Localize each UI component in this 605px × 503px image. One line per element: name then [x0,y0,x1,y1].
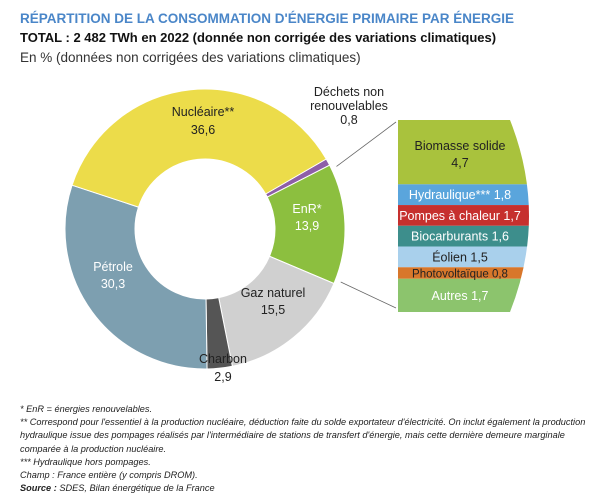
slice-label-2: Gaz naturel [241,286,306,300]
slice-value-0: 0,8 [340,113,357,127]
slice-value-2: 15,5 [261,303,285,317]
breakdown-label-2: Pompes à chaleur 1,7 [399,209,521,223]
slice-label-0: Déchets non [314,85,384,99]
breakdown-label-5: Photovoltaïque 0,8 [412,269,508,281]
breakdown-bar-3 [398,225,529,247]
breakdown-value-0: 4,7 [451,156,468,170]
note-nucleaire: ** Correspond pour l'essentiel à la prod… [20,417,586,454]
chart-title: RÉPARTITION DE LA CONSOMMATION D'ÉNERGIE… [20,11,514,26]
breakdown-bar-0 [398,120,529,185]
slice-5 [71,88,327,208]
source: Source : SDES, Bilan énergétique de la F… [20,482,595,495]
slice-label-5: Nucléaire** [172,105,235,119]
slice-value-5: 36,6 [191,123,215,137]
breakdown-bar-4 [398,246,529,268]
slice-label-0: renouvelables [310,99,388,113]
breakdown-bar-5 [398,267,529,279]
slice-label-1: EnR* [292,202,321,216]
breakdown-label-3: Biocarburants 1,6 [411,230,509,244]
note-champ: Champ : France entière (y compris DROM). [20,470,198,481]
footnotes: * EnR = énergies renouvelables. ** Corre… [20,403,595,495]
breakdown-label-6: Autres 1,7 [432,289,489,303]
source-text: SDES, Bilan énergétique de la France [56,483,215,494]
slice-value-4: 30,3 [101,277,125,291]
slice-value-1: 13,9 [295,219,319,233]
breakdown-bar-2 [398,205,529,226]
breakdown-label-0: Biomasse solide [414,139,505,153]
note-enr: * EnR = énergies renouvelables. [20,404,153,414]
breakdown-label-1: Hydraulique*** 1,8 [409,188,511,202]
slice-label-3: Charbon [199,352,247,366]
slice-4 [64,184,208,370]
breakdown-label-4: Éolien 1,5 [432,249,488,264]
slice-value-3: 2,9 [214,370,231,384]
chart-subtitle: TOTAL : 2 482 TWh en 2022 (donnée non co… [20,30,497,45]
breakdown-panel [398,120,529,312]
breakdown-bar-1 [398,184,529,206]
connector-line-top [336,121,397,167]
breakdown-bar-6 [398,278,529,312]
connector-line-bottom [340,281,397,309]
note-hydraulique: *** Hydraulique hors pompages. [20,456,151,467]
unit-note: En % (données non corrigées des variatio… [20,50,361,65]
slice-label-4: Pétrole [93,260,133,274]
source-label: Source : [20,483,57,494]
